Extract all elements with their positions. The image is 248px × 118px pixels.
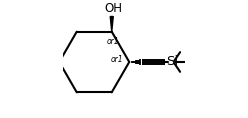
Text: or1: or1: [106, 37, 119, 46]
Text: or1: or1: [110, 55, 123, 64]
Text: OH: OH: [104, 2, 122, 15]
Text: Si: Si: [166, 55, 178, 68]
Polygon shape: [110, 17, 113, 32]
